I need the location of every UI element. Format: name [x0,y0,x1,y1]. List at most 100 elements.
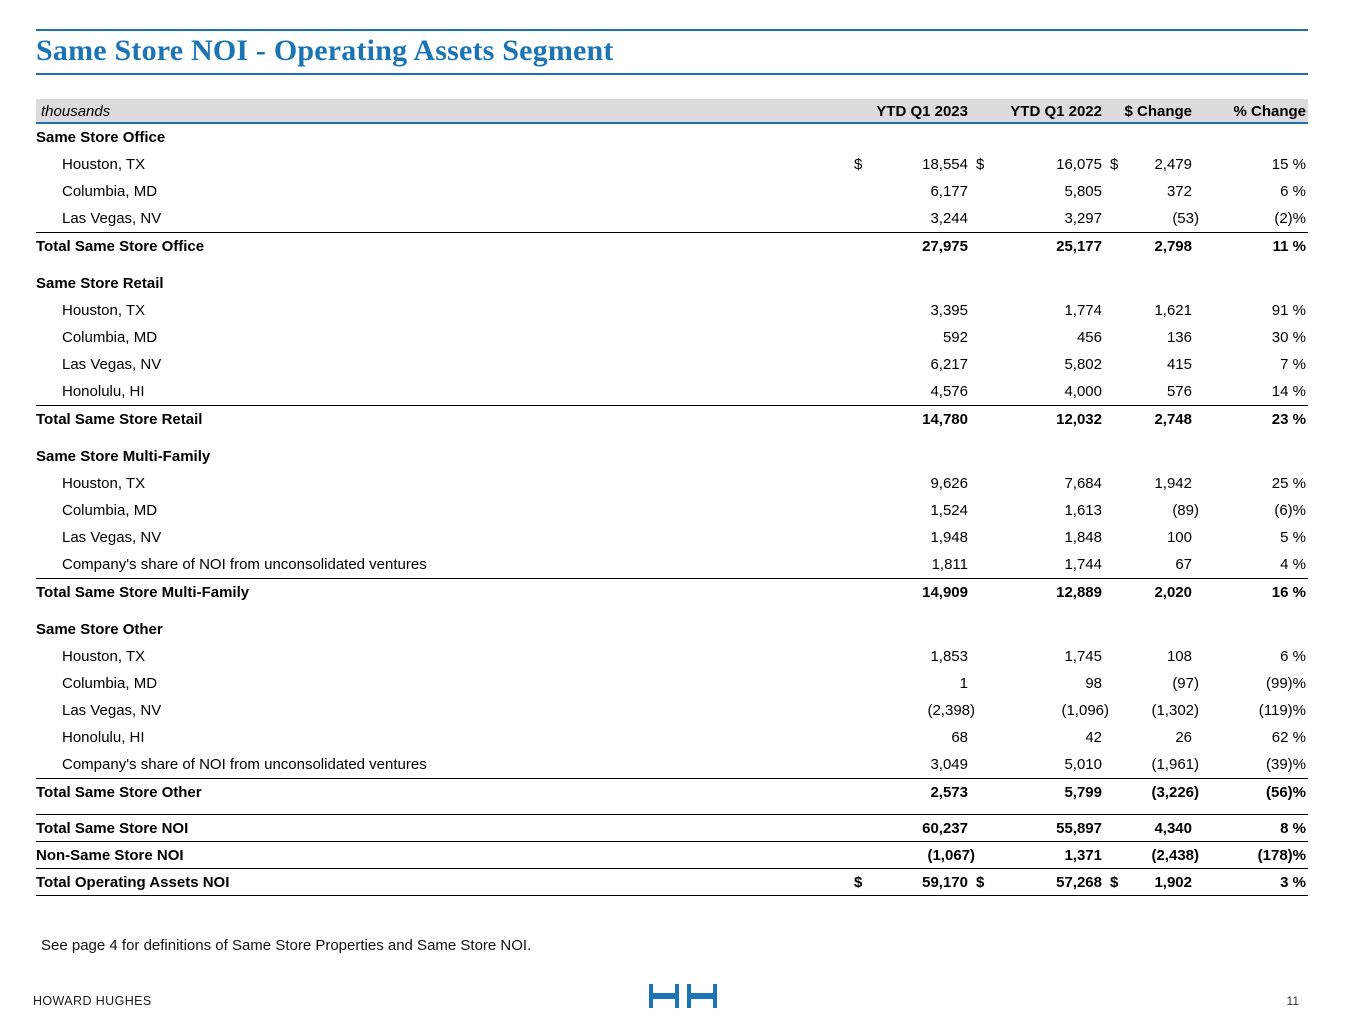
value-percent-change: (39)% [1265,756,1306,773]
value-dollar-change: (2,438) [1151,847,1199,864]
section-title: Same Store Office [36,129,166,146]
title-bottom-rule [36,73,1308,75]
dollar-sign [976,406,998,432]
table-row: Houston, TX 1,853 1,745 108 6 % [36,643,1308,670]
dollar-sign [976,643,998,670]
page-number: 11 [1286,994,1299,1008]
value-2022: 1,774 [1064,302,1102,319]
value-percent-change: 6 % [1280,648,1306,665]
value-2023: 9,626 [930,475,968,492]
dollar-sign: $ [1110,156,1119,173]
value-2022: 1,848 [1064,529,1102,546]
summary-block: Total Same Store NOI 60,237 55,897 4,340… [36,814,1308,896]
value-2022: 1,744 [1064,556,1102,573]
table-row: Company's share of NOI from unconsolidat… [36,551,1308,578]
dollar-sign [976,524,998,551]
total-row-retail: Total Same Store Retail 14,780 12,032 2,… [36,405,1308,432]
total-operating-assets-noi-row: Total Operating Assets NOI $ 59,170 $ 57… [36,868,1308,895]
section-title: Same Store Multi-Family [36,448,211,465]
value-2022: 1,371 [1064,847,1102,864]
table-row: Las Vegas, NV 3,244 3,297 (53) (2)% [36,205,1308,232]
row-label: Company's share of NOI from unconsolidat… [62,556,427,573]
dollar-sign [976,842,998,868]
value-2023: (1,067) [927,847,975,864]
table-row: Las Vegas, NV (2,398) (1,096) (1,302) (1… [36,697,1308,724]
dollar-sign [1110,406,1132,432]
value-percent-change: (119)% [1258,702,1306,719]
value-dollar-change: (53) [1172,210,1199,227]
dollar-sign: $ [854,874,863,891]
value-2023: 60,237 [922,820,968,837]
dollar-sign [854,497,876,524]
value-2023: 4,576 [930,383,968,400]
non-same-store-noi-row: Non-Same Store NOI (1,067) 1,371 (2,438)… [36,841,1308,868]
dollar-sign [854,842,876,868]
total-row-other: Total Same Store Other 2,573 5,799 (3,22… [36,778,1308,805]
row-label: Honolulu, HI [62,383,145,400]
dollar-sign [854,697,876,724]
value-percent-change: 4 % [1280,556,1306,573]
dollar-sign [1110,697,1132,724]
value-2023: 14,780 [922,411,968,428]
value-dollar-change: 2,748 [1154,411,1192,428]
dollar-sign [854,524,876,551]
row-label: Total Operating Assets NOI [36,874,230,891]
value-2022: 3,297 [1064,210,1102,227]
dollar-sign [854,724,876,751]
row-label: Honolulu, HI [62,729,145,746]
value-dollar-change: (97) [1172,675,1199,692]
dollar-sign [1110,815,1132,841]
page-title: Same Store NOI - Operating Assets Segmen… [36,34,614,67]
total-row-office: Total Same Store Office 27,975 25,177 2,… [36,232,1308,259]
dollar-sign [854,579,876,605]
table-row: Honolulu, HI 68 42 26 62 % [36,724,1308,751]
section-header-office: Same Store Office [36,124,1308,151]
value-2022: (1,096) [1061,702,1109,719]
value-percent-change: 6 % [1280,183,1306,200]
value-2022: 12,889 [1056,584,1102,601]
value-2023: 3,244 [930,210,968,227]
dollar-sign: $ [976,874,985,891]
value-2022: 25,177 [1056,238,1102,255]
value-2023: 592 [942,329,968,346]
value-2022: 16,075 [1056,156,1102,173]
value-2023: 6,217 [930,356,968,373]
value-percent-change: 16 % [1271,584,1306,601]
footnote: See page 4 for definitions of Same Store… [41,937,532,954]
row-label: Houston, TX [62,156,146,173]
value-dollar-change: (1,302) [1151,702,1199,719]
dollar-sign: $ [976,156,985,173]
title-block: Same Store NOI - Operating Assets Segmen… [36,29,1308,75]
dollar-sign [1110,643,1132,670]
value-2022: 5,802 [1064,356,1102,373]
column-header-ytd-q1-2023: YTD Q1 2023 [876,103,968,120]
value-percent-change: 3 % [1280,874,1306,891]
value-2023: 1,524 [930,502,968,519]
dollar-sign [854,233,876,259]
value-2023: 3,049 [930,756,968,773]
value-2023: 1,811 [931,556,968,573]
dollar-sign: $ [1110,874,1119,891]
section-gap [36,605,1308,616]
value-2023: 1 [959,675,968,692]
dollar-sign [854,378,876,405]
row-label: Total Same Store Multi-Family [36,584,250,601]
value-dollar-change: 108 [1166,648,1192,665]
row-label: Non-Same Store NOI [36,847,184,864]
table-header-row: thousands YTD Q1 2023 YTD Q1 2022 $ Chan… [36,99,1308,124]
table-row: Columbia, MD 6,177 5,805 372 6 % [36,178,1308,205]
dollar-sign [1110,497,1132,524]
dollar-sign [1110,670,1132,697]
dollar-sign [1110,378,1132,405]
logo-h-left [648,984,679,1008]
row-label: Houston, TX [62,475,146,492]
dollar-sign [1110,297,1132,324]
value-2022: 4,000 [1064,383,1102,400]
dollar-sign [854,406,876,432]
value-percent-change: 11 % [1272,238,1306,255]
dollar-sign [976,579,998,605]
dollar-sign [1110,351,1132,378]
company-name: HOWARD HUGHES [33,994,152,1008]
row-label: Columbia, MD [62,675,158,692]
